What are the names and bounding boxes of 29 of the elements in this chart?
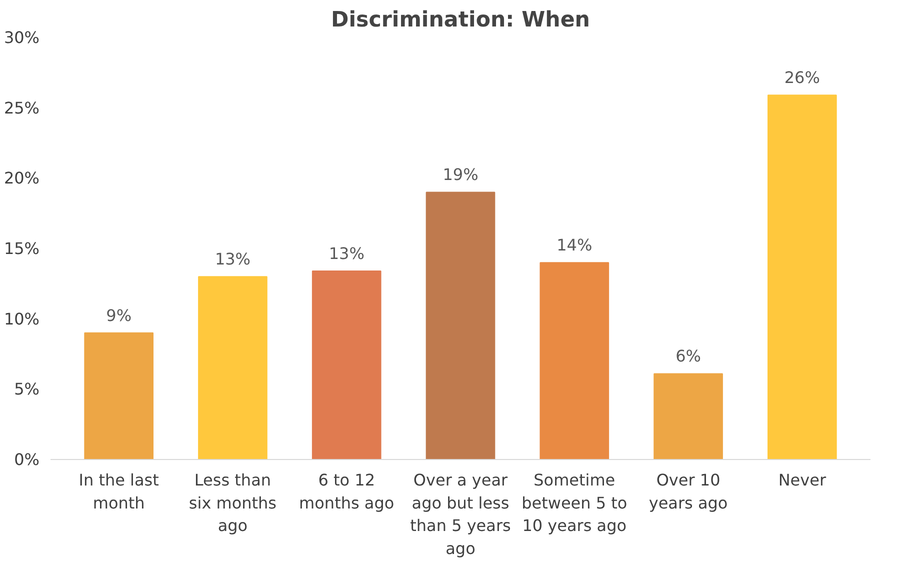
chart-title: Discrimination: When <box>331 8 590 32</box>
data-label: 13% <box>214 250 251 269</box>
bar <box>312 270 382 460</box>
x-tick-label: Sometime between 5 to 10 years ago <box>522 470 628 536</box>
bar <box>654 373 723 460</box>
y-tick-label: 30% <box>4 28 40 47</box>
data-label: 6% <box>676 346 701 366</box>
bar <box>768 94 837 460</box>
data-label: 13% <box>328 244 364 264</box>
y-tick-label: 5% <box>14 380 40 399</box>
data-label: 26% <box>784 68 820 88</box>
y-tick-label: 25% <box>4 98 40 118</box>
x-tick-label: Over a year ago but less than 5 years ago <box>410 470 511 558</box>
data-label: 19% <box>442 165 478 184</box>
y-tick-label: 0% <box>14 450 40 469</box>
bar <box>540 262 610 460</box>
bar <box>198 276 268 460</box>
data-label: 9% <box>106 306 132 325</box>
x-tick-label: In the last month <box>78 470 159 512</box>
x-tick-label: Less than six months ago <box>188 470 277 536</box>
x-tick-label: 6 to 12 months ago <box>299 470 394 512</box>
y-tick-label: 15% <box>4 239 40 258</box>
y-tick-label: 10% <box>4 309 40 328</box>
bar <box>426 192 496 460</box>
x-tick-label: Over 10 years ago <box>648 470 728 512</box>
x-tick-label: Never <box>778 470 826 490</box>
data-label: 14% <box>556 236 592 255</box>
bar <box>84 332 154 460</box>
y-tick-label: 20% <box>4 168 40 188</box>
